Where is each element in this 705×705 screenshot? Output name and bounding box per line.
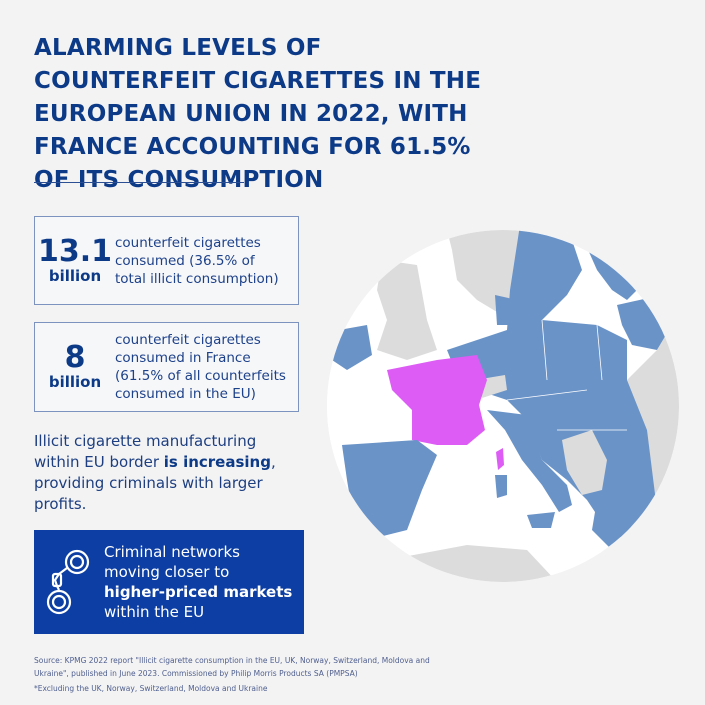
para-text: , providing criminals with larger profit… bbox=[34, 453, 276, 513]
source-text: Source: KPMG 2022 report "Illicit cigare… bbox=[34, 656, 430, 678]
handcuffs-icon bbox=[34, 546, 104, 618]
map-france bbox=[387, 355, 487, 445]
manufacturing-paragraph: Illicit cigarette manufacturing within E… bbox=[34, 431, 304, 515]
source-footer: Source: KPMG 2022 report "Illicit cigare… bbox=[34, 654, 454, 697]
footnote-text: *Excluding the UK, Norway, Switzerland, … bbox=[34, 684, 268, 693]
criminal-networks-callout: Criminal networks moving closer to highe… bbox=[34, 530, 304, 634]
europe-map bbox=[327, 230, 679, 582]
map-uk bbox=[377, 260, 437, 360]
map-italy bbox=[487, 410, 572, 512]
stat-description: counterfeit cigarettes consumed in Franc… bbox=[115, 332, 286, 402]
para-emphasis: is increasing bbox=[163, 453, 271, 471]
stat-box-france-counterfeit: 8 billion counterfeit cigarettes consume… bbox=[34, 322, 299, 412]
stat-unit: billion bbox=[48, 373, 102, 391]
stat-box-eu-counterfeit: 13.1 billion counterfeit cigarettes cons… bbox=[34, 216, 299, 305]
callout-emphasis: higher-priced markets bbox=[104, 583, 293, 601]
map-sweden bbox=[507, 230, 582, 345]
page-title: ALARMING LEVELS OF COUNTERFEIT CIGARETTE… bbox=[34, 35, 482, 193]
stat-description: counterfeit cigarettes consumed (36.5% o… bbox=[115, 234, 279, 287]
stat-number: 8 billion bbox=[35, 340, 115, 392]
stat-number: 13.1 billion bbox=[35, 233, 115, 285]
map-ireland bbox=[332, 325, 372, 370]
para-text: Illicit cigarette manufacturing within E… bbox=[34, 432, 257, 471]
map-central-eu bbox=[447, 320, 657, 540]
callout-text-part: Criminal networks moving closer to bbox=[104, 543, 240, 581]
callout-text-part: within the EU bbox=[104, 603, 205, 621]
title-divider bbox=[34, 182, 244, 183]
stat-value: 8 bbox=[64, 340, 86, 375]
map-corsica bbox=[496, 448, 504, 470]
stat-unit: billion bbox=[48, 266, 102, 285]
map-denmark bbox=[495, 295, 517, 325]
stat-value: 13.1 bbox=[37, 233, 113, 269]
map-iberia bbox=[342, 440, 437, 540]
callout-text: Criminal networks moving closer to highe… bbox=[104, 542, 294, 622]
